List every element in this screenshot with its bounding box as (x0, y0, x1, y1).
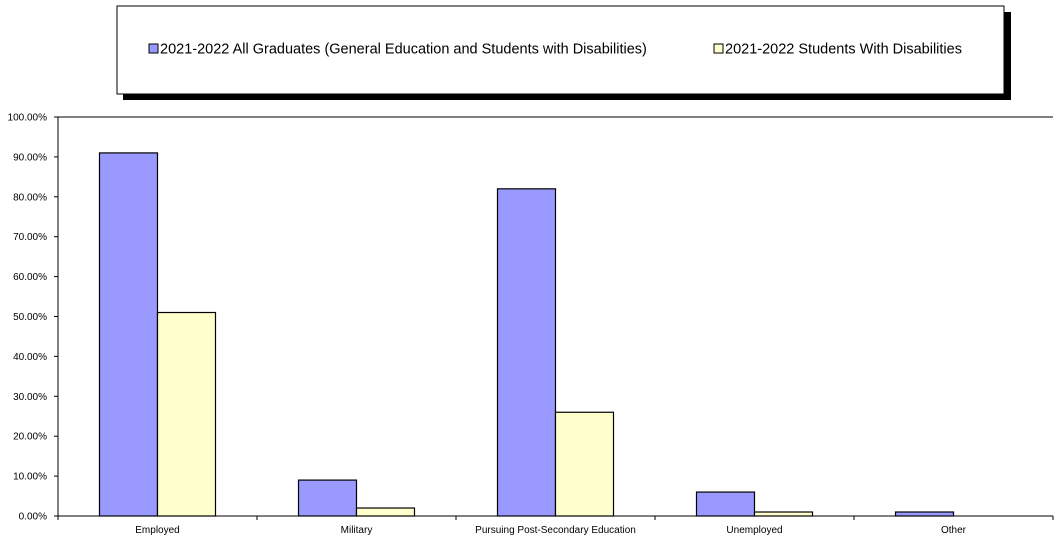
bar-1-5 (894, 511, 955, 517)
legend-box (116, 5, 1005, 95)
x-tick-label: Military (341, 525, 373, 536)
x-tick-label: Unemployed (726, 525, 782, 536)
y-tick-label: 10.00% (13, 472, 47, 483)
x-tick-label: Pursuing Post-Secondary Education (475, 525, 636, 536)
y-tick-label: 90.00% (13, 152, 47, 163)
bar-1-4 (695, 491, 756, 517)
y-axis-ticks: 0.00% 10.00% 20.00% 30.00% 40.00% 50.00% 60.00… (8, 113, 58, 523)
x-axis-ticks: Employed Military Pursuing Post-Secondary … (57, 516, 1054, 536)
y-tick-label: 100.00% (8, 113, 48, 124)
bar-2-1 (156, 311, 217, 517)
x-tick-label: Employed (135, 525, 179, 536)
y-tick-label: 40.00% (13, 352, 47, 363)
bar-2-4 (753, 511, 814, 517)
bar-1-2 (297, 479, 358, 517)
y-tick-label: 30.00% (13, 392, 47, 403)
bars (98, 152, 955, 517)
legend-swatch-2 (713, 43, 724, 54)
y-tick-label: 80.00% (13, 192, 47, 203)
legend-label-2: 2021-2022 Students With Disabilities (725, 42, 962, 58)
y-tick-label: 0.00% (19, 512, 47, 523)
x-tick-label: Other (941, 525, 967, 536)
y-tick-label: 50.00% (13, 312, 47, 323)
legend-label-1: 2021-2022 All Graduates (General Educati… (160, 42, 647, 58)
bar-2-3 (554, 411, 615, 517)
y-tick-label: 20.00% (13, 432, 47, 443)
bar-1-3 (496, 188, 557, 517)
bar-1-1 (98, 152, 159, 517)
legend-swatch-1 (148, 43, 159, 54)
y-tick-label: 60.00% (13, 272, 47, 283)
bar-2-2 (355, 507, 416, 517)
y-tick-label: 70.00% (13, 232, 47, 243)
legend: 2021-2022 All Graduates (General Educati… (116, 5, 1011, 100)
